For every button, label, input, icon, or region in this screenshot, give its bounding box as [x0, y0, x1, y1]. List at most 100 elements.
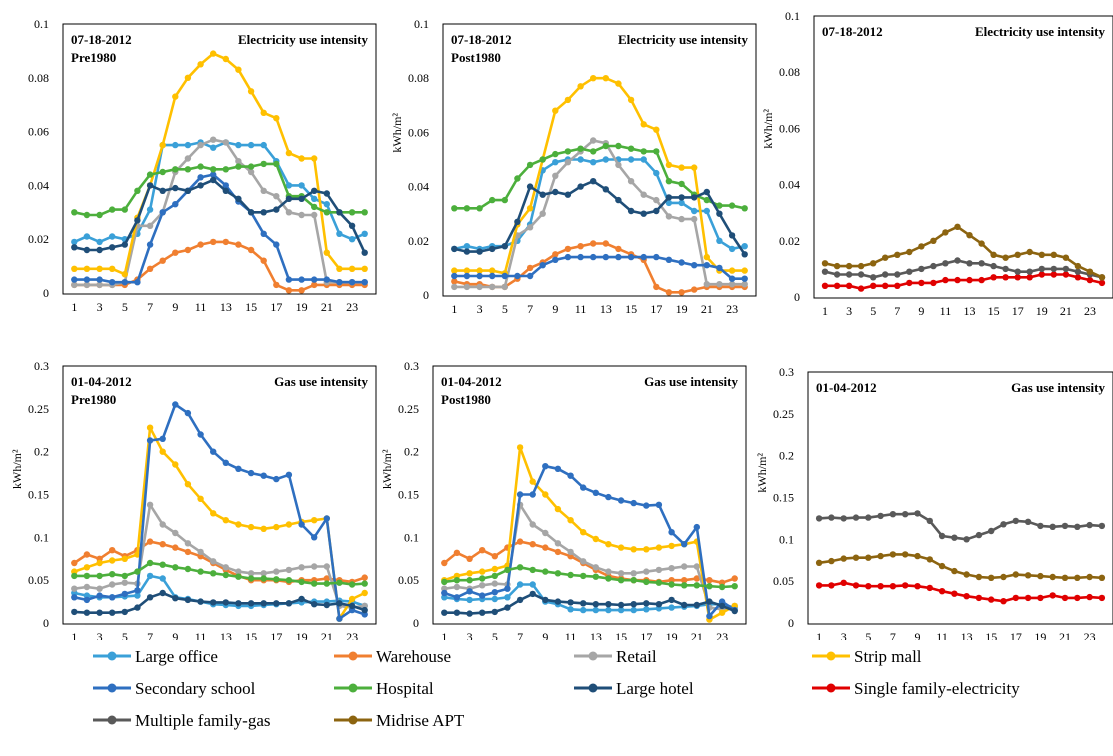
data-point	[1049, 523, 1056, 530]
data-point	[655, 601, 663, 608]
data-point	[870, 260, 877, 267]
data-point	[463, 267, 471, 274]
data-point	[1086, 573, 1093, 581]
x-tick-label: 7	[894, 304, 900, 318]
data-point	[184, 596, 192, 604]
data-point	[815, 582, 823, 589]
x-tick-label: 1	[822, 304, 828, 318]
y-tick-label: 0.15	[28, 488, 49, 502]
data-point	[323, 190, 330, 197]
data-point	[197, 61, 204, 68]
data-point	[930, 237, 937, 244]
chart-title: Gas use intensity	[1011, 380, 1105, 395]
data-point	[1074, 268, 1082, 275]
data-point	[134, 568, 141, 575]
data-point	[83, 551, 91, 558]
x-tick-label: 13	[964, 304, 976, 318]
data-point	[121, 608, 128, 616]
data-point	[260, 109, 267, 117]
legend-swatch-marker	[348, 683, 358, 693]
data-point	[479, 609, 486, 616]
data-point	[146, 424, 154, 431]
data-point	[121, 572, 128, 580]
data-point	[348, 595, 356, 603]
data-point	[978, 276, 985, 284]
data-point	[678, 259, 685, 266]
y-tick-label: 0.2	[404, 445, 419, 459]
data-point	[728, 232, 736, 239]
x-tick-label: 23	[346, 630, 358, 640]
data-point	[821, 268, 829, 275]
data-point	[172, 564, 179, 571]
data-point	[951, 534, 958, 541]
data-point	[451, 245, 458, 253]
data-point	[643, 578, 650, 586]
data-point	[197, 495, 204, 502]
data-point	[902, 582, 909, 589]
data-point	[590, 178, 597, 185]
data-point	[348, 581, 356, 588]
data-point	[121, 279, 128, 286]
data-point	[1014, 274, 1021, 281]
data-point	[514, 175, 521, 182]
data-point	[184, 141, 192, 149]
data-point	[83, 583, 91, 591]
data-point	[821, 282, 829, 289]
chart-grid: 00.020.040.060.080.11 3 5 7 9 11 13 15 17 19 21 230…	[10, 9, 1113, 640]
data-point	[247, 600, 255, 607]
data-point	[441, 578, 448, 586]
x-tick-label: 13	[220, 300, 232, 314]
x-tick-label: 7	[527, 302, 533, 316]
data-point	[640, 121, 647, 128]
data-point	[1098, 594, 1106, 602]
data-point	[298, 155, 305, 162]
data-point	[653, 148, 660, 155]
series-strip-mall	[71, 424, 368, 622]
data-point	[529, 521, 536, 528]
data-point	[273, 160, 280, 168]
data-point	[580, 558, 587, 565]
data-point	[210, 570, 217, 577]
data-point	[222, 187, 229, 194]
data-point	[235, 163, 242, 170]
x-tick-label: 13	[590, 630, 602, 640]
data-point	[889, 583, 897, 590]
data-point	[222, 139, 229, 146]
data-point	[285, 149, 293, 157]
data-point	[554, 465, 562, 472]
data-point	[693, 582, 700, 589]
data-point	[877, 512, 884, 520]
data-point	[653, 196, 660, 204]
data-point	[668, 604, 675, 611]
data-point	[159, 187, 166, 194]
data-point	[605, 601, 612, 608]
data-point	[361, 580, 368, 587]
data-point	[466, 596, 473, 604]
data-point	[564, 148, 572, 155]
data-point	[821, 260, 829, 267]
data-point	[1050, 271, 1058, 278]
data-point	[1098, 274, 1106, 281]
data-point	[580, 484, 587, 491]
x-tick-label: 19	[1034, 630, 1046, 640]
data-point	[877, 552, 884, 560]
data-point	[691, 262, 698, 269]
data-point	[906, 248, 913, 256]
y-tick-label: 0.15	[398, 488, 419, 502]
data-point	[865, 554, 872, 561]
data-point	[491, 572, 498, 580]
data-point	[501, 283, 508, 291]
data-point	[577, 253, 584, 261]
legend-swatch-marker	[107, 683, 117, 693]
data-point	[554, 540, 562, 547]
x-tick-label: 5	[122, 300, 128, 314]
data-point	[235, 465, 242, 472]
data-point	[640, 191, 647, 198]
y-tick-label: 0.06	[408, 125, 429, 139]
data-point	[184, 481, 192, 488]
data-point	[1049, 573, 1056, 581]
data-point	[741, 267, 748, 274]
data-point	[109, 233, 116, 240]
data-point	[938, 588, 946, 595]
data-point	[865, 583, 872, 590]
